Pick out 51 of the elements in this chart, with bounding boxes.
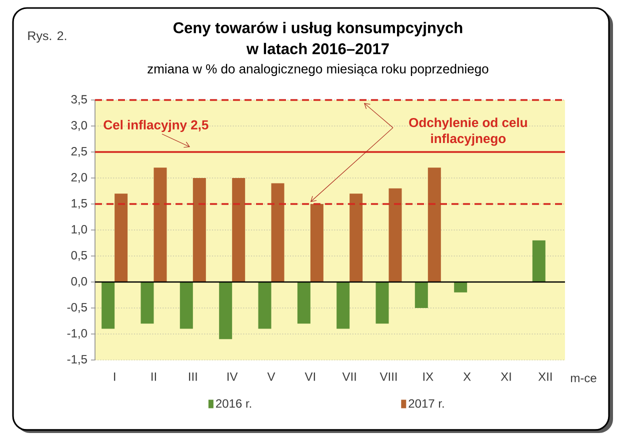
bar: [258, 282, 272, 329]
x-tick-label: II: [152, 372, 156, 381]
y-tick-label: 2,5: [71, 147, 87, 157]
y-tick-label: 0,0: [71, 277, 88, 287]
x-tick-label: VI: [304, 372, 315, 381]
bar: [376, 282, 389, 324]
x-tick-label: VII: [342, 372, 356, 381]
bar: [388, 188, 402, 282]
text: Rys. 2.: [28, 31, 66, 43]
bar: [271, 183, 284, 282]
chart-title: Ceny towarów i usług konsumpcyjnych w latach 2016–2017: [174, 22, 462, 54]
y-tick-label: -0,5: [67, 303, 87, 313]
y-tick-label: 1,5: [72, 199, 87, 209]
chart-subtitle: zmiana w % do analogicznego miesiąca roku poprzedniego: [148, 64, 488, 76]
bar: [192, 178, 206, 282]
bar: [102, 282, 115, 329]
x-axis-title: m-ce: [570, 376, 596, 382]
bar: [414, 282, 428, 308]
x-tick-label: VIII: [380, 372, 397, 381]
bar: [532, 240, 546, 282]
bar: [219, 282, 232, 340]
bar: [336, 282, 350, 329]
bar: [428, 168, 441, 282]
bar: [232, 178, 246, 282]
y-tick-label: 1,0: [72, 225, 88, 235]
y-tick-label: -1,0: [67, 329, 88, 339]
y-tick-label: 3,5: [71, 95, 87, 105]
y-tick-label: 0,5: [71, 251, 87, 261]
bar: [114, 194, 128, 282]
y-tick-label: 2,0: [71, 173, 88, 183]
x-tick-label: V: [267, 372, 276, 381]
legend-label: 2017 r.: [408, 399, 444, 408]
annotation: Odchylenie od celu inflacyjnego: [409, 118, 527, 146]
bar: [310, 204, 324, 282]
bar: [350, 194, 363, 282]
bar: [454, 282, 468, 292]
x-tick-label: IV: [228, 372, 238, 381]
y-tick-label: 3,0: [71, 121, 88, 131]
bar: [140, 282, 154, 324]
x-tick-label: X: [463, 372, 471, 381]
x-tick-label: XI: [500, 372, 511, 381]
legend-label: 2016 r.: [216, 399, 252, 408]
x-tick-label: I: [114, 372, 116, 381]
ref-line-label: Cel inflacyjny 2,5: [104, 120, 208, 132]
bar: [297, 282, 310, 324]
x-tick-label: IX: [423, 372, 434, 381]
bar: [180, 282, 193, 329]
x-tick-label: III: [189, 372, 197, 381]
x-tick-label: XII: [538, 372, 552, 381]
bar: [154, 168, 167, 282]
y-tick-label: -1,5: [67, 355, 87, 365]
